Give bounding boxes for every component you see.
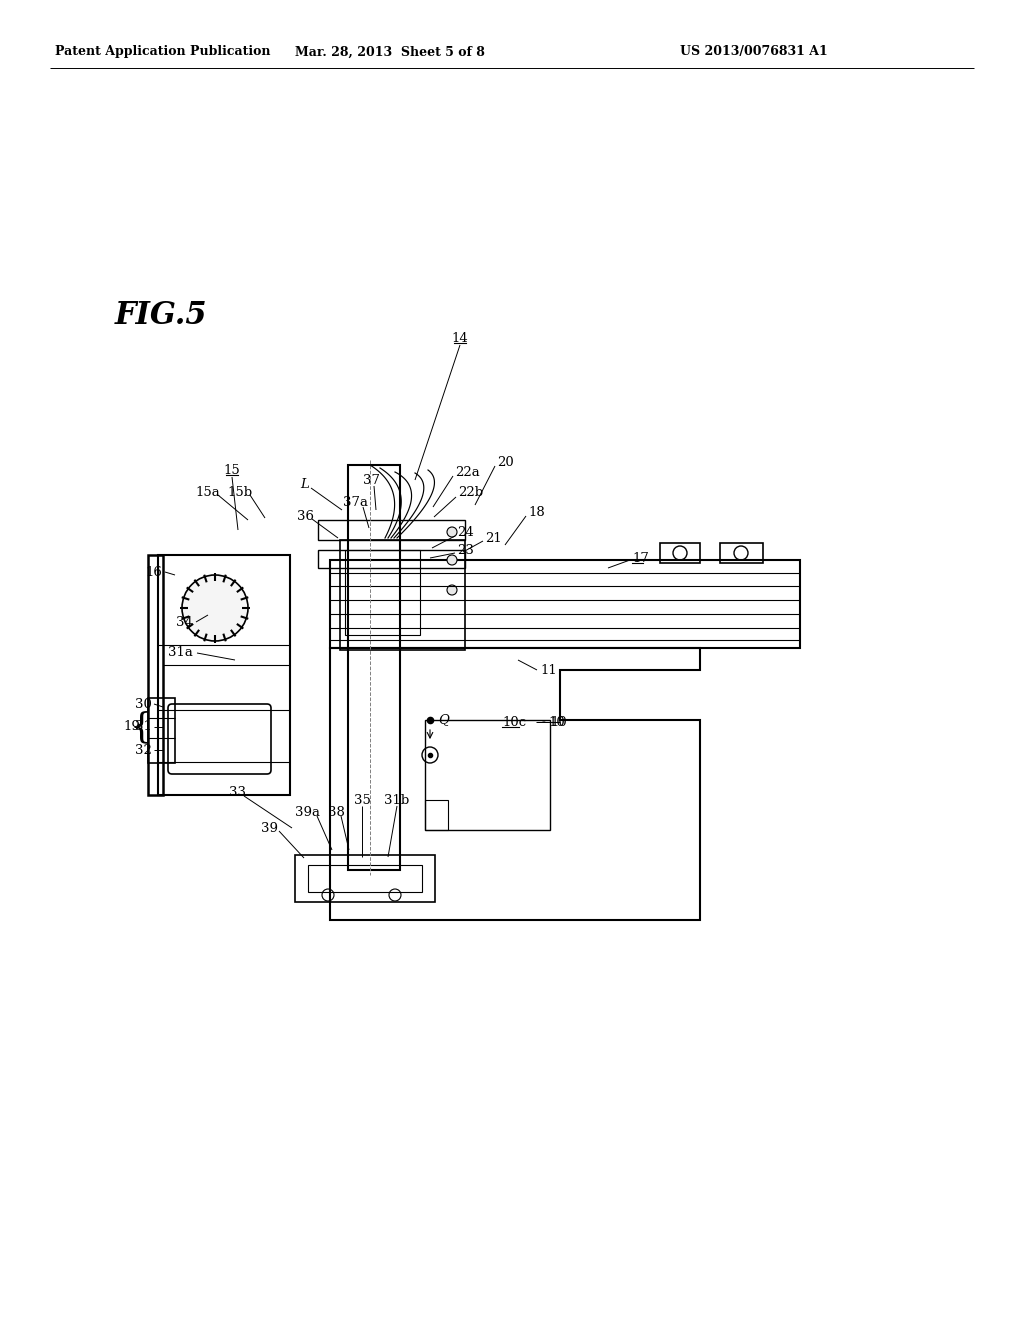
Circle shape <box>182 576 248 642</box>
Text: Mar. 28, 2013  Sheet 5 of 8: Mar. 28, 2013 Sheet 5 of 8 <box>295 45 485 58</box>
Text: 22a: 22a <box>455 466 480 479</box>
Text: Patent Application Publication: Patent Application Publication <box>55 45 270 58</box>
Circle shape <box>447 527 457 537</box>
Bar <box>295 855 435 902</box>
Text: 19: 19 <box>123 721 140 734</box>
Bar <box>425 719 550 830</box>
Text: 35: 35 <box>353 793 371 807</box>
Text: FIG.5: FIG.5 <box>115 300 208 330</box>
Text: 32: 32 <box>135 743 152 756</box>
Bar <box>158 554 290 795</box>
Circle shape <box>447 585 457 595</box>
Text: 30: 30 <box>135 697 152 710</box>
Text: 36: 36 <box>297 511 313 524</box>
Text: 39a: 39a <box>296 805 321 818</box>
Bar <box>318 550 465 568</box>
Text: 16: 16 <box>145 565 162 578</box>
Text: 15: 15 <box>223 463 241 477</box>
FancyBboxPatch shape <box>168 704 271 774</box>
Text: 37a: 37a <box>342 496 368 510</box>
Text: 34: 34 <box>176 615 193 628</box>
Bar <box>148 554 163 795</box>
Text: 11: 11 <box>540 664 557 676</box>
Text: {: { <box>129 710 152 744</box>
Text: 38: 38 <box>328 805 344 818</box>
Text: 14: 14 <box>452 331 468 345</box>
Text: 22b: 22b <box>458 487 483 499</box>
Text: 15b: 15b <box>227 486 253 499</box>
Bar <box>345 550 420 635</box>
Text: 17: 17 <box>632 552 649 565</box>
Text: 33: 33 <box>228 785 246 799</box>
Bar <box>720 543 763 564</box>
Bar <box>348 465 400 870</box>
Circle shape <box>447 554 457 565</box>
Bar <box>318 520 465 540</box>
Text: 21: 21 <box>485 532 502 544</box>
Text: L: L <box>301 479 309 491</box>
Text: 18: 18 <box>528 507 545 520</box>
Text: 10c: 10c <box>502 715 526 729</box>
Text: Q: Q <box>438 714 449 726</box>
Bar <box>148 698 175 763</box>
Bar <box>330 560 800 648</box>
Text: 31a: 31a <box>168 647 193 660</box>
Text: 31b: 31b <box>384 793 410 807</box>
Text: US 2013/0076831 A1: US 2013/0076831 A1 <box>680 45 827 58</box>
Text: 24: 24 <box>457 527 474 540</box>
Text: 20: 20 <box>497 455 514 469</box>
Bar <box>340 540 465 649</box>
Text: 15a: 15a <box>196 486 220 499</box>
Text: 23: 23 <box>457 544 474 557</box>
Bar <box>425 800 449 830</box>
Text: 39: 39 <box>261 821 279 834</box>
Text: 37: 37 <box>364 474 381 487</box>
Bar <box>308 865 422 892</box>
Bar <box>660 543 700 564</box>
Text: 31: 31 <box>135 721 152 734</box>
Text: 10: 10 <box>550 715 566 729</box>
Text: 10: 10 <box>548 715 565 729</box>
